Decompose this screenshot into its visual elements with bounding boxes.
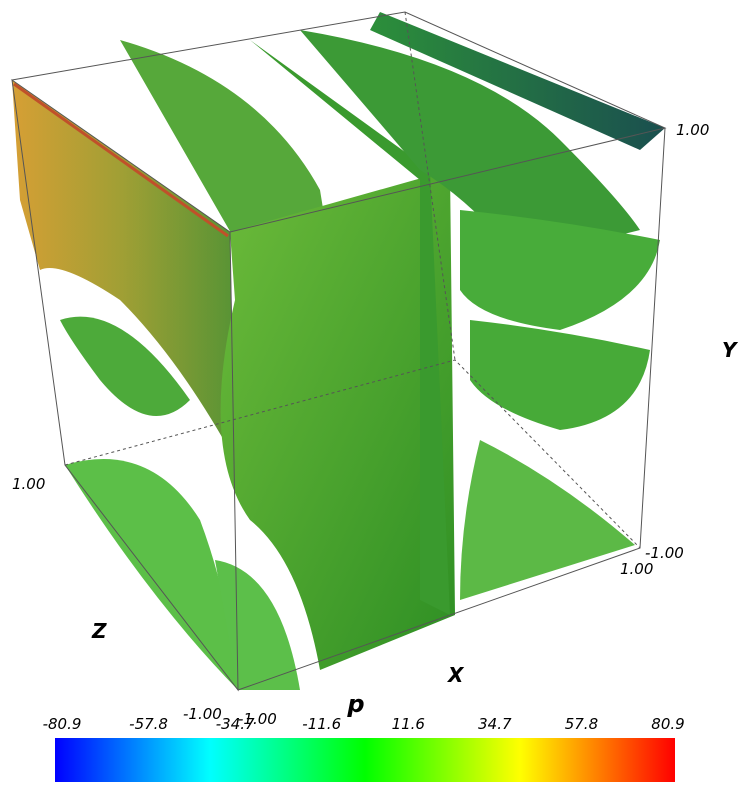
x-label: X bbox=[446, 663, 465, 687]
bounding-box bbox=[11, 11, 667, 692]
z-min-tick: -1.00 bbox=[183, 705, 222, 723]
colorbar-tick-label: -11.6 bbox=[302, 715, 341, 733]
y-min-tick: -1.00 bbox=[645, 544, 684, 562]
colorbar-tick-label: 80.9 bbox=[651, 715, 684, 733]
axis-annotations: 1.00 -1.00 1.00 -1.00 -1.00 1.00 X Y Z bbox=[12, 121, 739, 728]
colorbar-tick-label: 11.6 bbox=[392, 715, 425, 733]
y-label: Y bbox=[722, 338, 739, 362]
z-label: Z bbox=[91, 619, 107, 643]
x-max-tick: 1.00 bbox=[620, 560, 653, 578]
x-min-tick: -1.00 bbox=[238, 710, 277, 728]
colorbar-title: p bbox=[346, 690, 364, 718]
colorbar-tick-label: -80.9 bbox=[43, 715, 82, 733]
colorbar-gradient bbox=[55, 738, 675, 782]
y-max-tick: 1.00 bbox=[676, 121, 709, 139]
z-max-tick: 1.00 bbox=[12, 475, 45, 493]
colorbar-tick-label: -34.7 bbox=[216, 715, 255, 733]
colorbar-tick-label: -57.8 bbox=[129, 715, 168, 733]
isosurfaces bbox=[12, 12, 665, 690]
colorbar: p -80.9 -57.8 -34.7 -11.6 11.6 34.7 57.8 80.9 bbox=[43, 690, 685, 782]
colorbar-tick-label: 57.8 bbox=[565, 715, 598, 733]
colorbar-tick-label: 34.7 bbox=[478, 715, 512, 733]
